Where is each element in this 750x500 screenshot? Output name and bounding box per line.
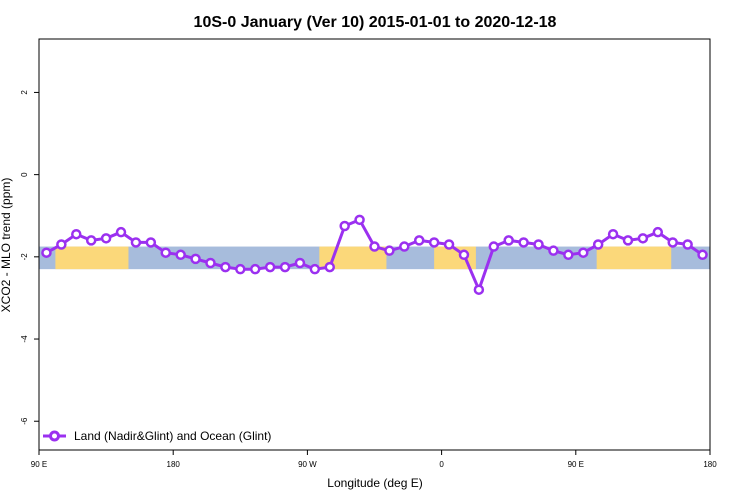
data-point xyxy=(548,245,559,256)
data-point xyxy=(339,220,350,232)
x-tick-label: 0 xyxy=(439,460,444,469)
data-point xyxy=(637,233,649,244)
data-point xyxy=(533,239,544,250)
x-axis-label: Longitude (deg E) xyxy=(327,476,422,490)
data-point xyxy=(682,239,693,250)
data-point xyxy=(220,261,231,273)
x-tick-label: 90 W xyxy=(298,460,317,469)
data-point xyxy=(71,228,82,240)
data-point xyxy=(249,263,261,275)
y-tick-label: -2 xyxy=(20,253,29,261)
data-point xyxy=(160,247,171,258)
data-point xyxy=(264,261,276,273)
data-point xyxy=(578,247,589,258)
data-point xyxy=(56,239,67,250)
data-point xyxy=(190,253,201,265)
data-point xyxy=(294,257,306,269)
data-point xyxy=(41,247,52,258)
land-region xyxy=(596,246,672,270)
data-point xyxy=(428,237,440,248)
plot-frame xyxy=(38,38,711,451)
data-point xyxy=(473,284,485,295)
y-tick-label: -4 xyxy=(20,335,29,343)
y-tick-label: 0 xyxy=(20,172,29,177)
legend-marker-swatch xyxy=(49,430,60,442)
x-axis: 90 E 180 90 W 0 90 E 180 xyxy=(31,450,717,469)
x-tick-label: 90 E xyxy=(568,460,584,469)
data-point xyxy=(652,226,664,238)
data-point xyxy=(443,239,455,250)
legend-label: Land (Nadir&Glint) and Ocean (Glint) xyxy=(74,429,271,443)
data-point xyxy=(413,235,425,246)
data-point xyxy=(115,226,127,238)
data-point xyxy=(592,239,604,250)
data-point xyxy=(205,257,216,269)
data-point xyxy=(488,241,500,252)
data-point xyxy=(354,214,365,226)
data-point xyxy=(458,249,470,261)
data-point xyxy=(324,261,336,273)
x-tick-label: 180 xyxy=(167,460,181,469)
data-point xyxy=(369,241,380,252)
data-point xyxy=(518,237,529,248)
y-tick-label: 2 xyxy=(20,90,29,95)
data-point xyxy=(85,235,97,246)
data-point xyxy=(130,237,142,248)
data-point xyxy=(309,263,321,275)
legend: Land (Nadir&Glint) and Ocean (Glint) xyxy=(43,429,271,443)
data-point xyxy=(145,237,157,248)
data-point xyxy=(384,245,395,256)
data-point xyxy=(607,228,619,240)
chart-title: 10S-0 January (Ver 10) 2015-01-01 to 202… xyxy=(194,14,557,31)
data-point xyxy=(175,249,186,261)
data-point xyxy=(622,235,634,246)
data-point xyxy=(503,235,514,246)
series-layer xyxy=(41,214,708,295)
data-point xyxy=(100,233,112,244)
y-tick-label: -6 xyxy=(20,417,29,425)
data-point xyxy=(697,249,708,261)
data-point xyxy=(279,261,291,273)
data-point xyxy=(563,249,574,261)
x-tick-label: 180 xyxy=(703,460,717,469)
data-point xyxy=(399,241,410,252)
x-tick-label: 90 E xyxy=(31,460,47,469)
data-point xyxy=(667,237,678,248)
data-point xyxy=(235,263,246,275)
land-region xyxy=(55,246,129,270)
y-axis-label: XCO2 - MLO trend (ppm) xyxy=(0,178,13,313)
y-axis: 2 0 -2 -4 -6 xyxy=(20,90,39,425)
